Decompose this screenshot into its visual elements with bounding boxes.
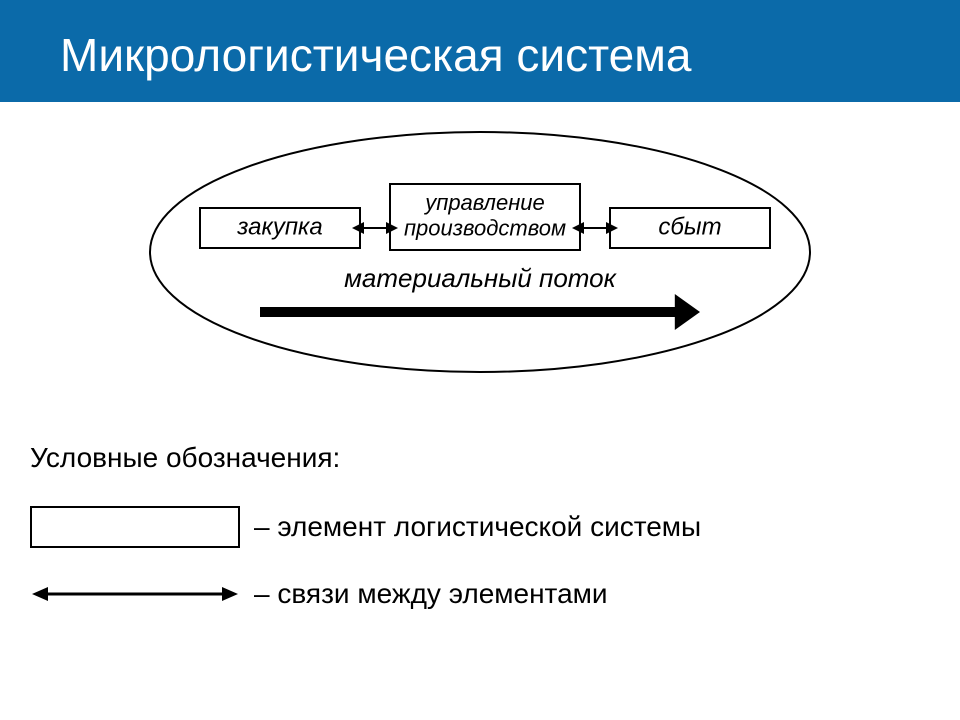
svg-text:управление: управление — [423, 190, 545, 215]
svg-text:закупка: закупка — [236, 213, 322, 240]
legend-box-text: – элемент логистической системы — [254, 511, 701, 543]
slide-title: Микрологистическая система — [60, 29, 691, 81]
slide-header: Микрологистическая система — [0, 0, 960, 102]
flowchart-svg: закупка управлениепроизводством сбыт матери… — [0, 102, 960, 422]
legend-row-box: – элемент логистической системы — [30, 506, 930, 548]
double-arrow-icon — [30, 582, 240, 606]
legend-title: Условные обозначения: — [30, 442, 930, 474]
legend-arrow-symbol — [30, 582, 240, 606]
legend-box-symbol — [30, 506, 240, 548]
svg-text:сбыт: сбыт — [658, 213, 721, 240]
diagram-area: закупка управлениепроизводством сбыт матери… — [0, 102, 960, 422]
legend-arrow-text: – связи между элементами — [254, 578, 608, 610]
svg-text:производством: производством — [404, 215, 566, 240]
legend-row-arrow: – связи между элементами — [30, 578, 930, 610]
legend-area: Условные обозначения: – элемент логистич… — [0, 422, 960, 660]
svg-text:материальный поток: материальный поток — [344, 263, 618, 293]
